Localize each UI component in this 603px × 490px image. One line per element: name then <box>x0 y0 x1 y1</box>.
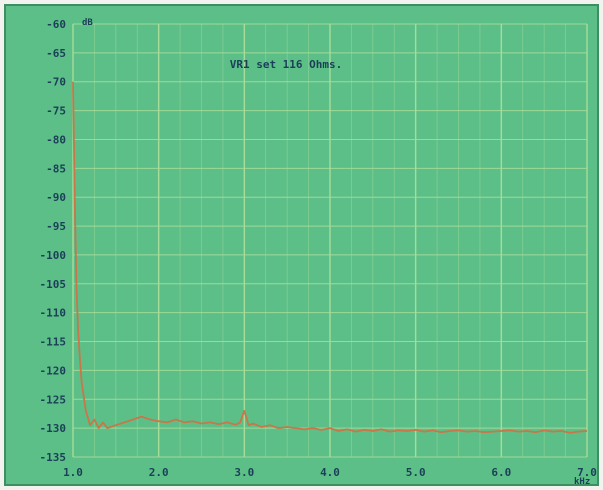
x-axis: 1.0 2.0 3.0 4.0 5.0 6.0 7.0 <box>63 466 597 479</box>
y-tick-label: -95 <box>46 220 66 233</box>
grid <box>72 23 588 458</box>
y-tick-label: -65 <box>46 47 66 60</box>
y-tick-label: -135 <box>40 451 67 464</box>
y-tick-label: -90 <box>46 191 66 204</box>
x-tick-label: 4.0 <box>320 466 340 479</box>
x-tick-label: 2.0 <box>149 466 169 479</box>
chart-panel: -60 -65 -70 -75 -80 -85 -90 -95 -100 -105 -110 -115… <box>4 4 599 487</box>
y-tick-label: -75 <box>46 105 66 118</box>
x-tick-label: 5.0 <box>406 466 426 479</box>
y-tick-label: -110 <box>40 307 67 320</box>
y-tick-label: -60 <box>46 18 66 31</box>
y-tick-label: -120 <box>40 364 67 377</box>
y-tick-label: -100 <box>40 249 67 262</box>
x-tick-label: 7.0 <box>577 466 597 479</box>
y-tick-label: -80 <box>46 133 66 146</box>
y-axis: -60 -65 -70 -75 -80 -85 -90 -95 -100 -105 -110 -115… <box>40 18 67 464</box>
spectrum-chart: -60 -65 -70 -75 -80 -85 -90 -95 -100 -105 -110 -115… <box>40 18 597 487</box>
x-tick-label: 6.0 <box>491 466 511 479</box>
y-tick-label: -105 <box>40 278 67 291</box>
series-line <box>72 81 588 434</box>
chart-title: VR1 set 116 Ohms. <box>230 58 343 71</box>
y-tick-label: -115 <box>40 336 67 349</box>
y-tick-label: -125 <box>40 393 67 406</box>
traces <box>72 81 588 434</box>
x-unit-label: kHz <box>574 477 590 487</box>
x-tick-label: 1.0 <box>63 466 83 479</box>
y-unit-label: dB <box>82 18 93 28</box>
y-tick-label: -85 <box>46 162 66 175</box>
x-tick-label: 3.0 <box>234 466 254 479</box>
y-tick-label: -130 <box>40 422 67 435</box>
y-tick-label: -70 <box>46 76 66 89</box>
